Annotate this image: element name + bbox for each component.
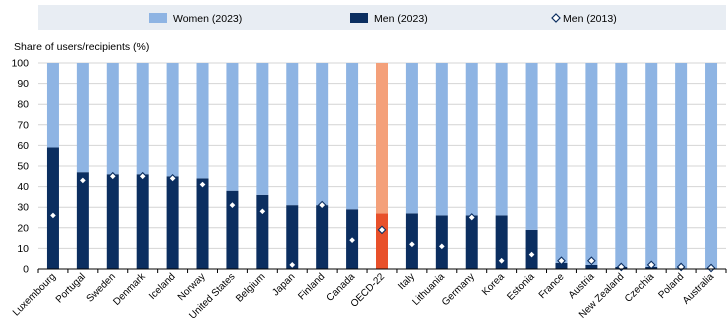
bar-men-2023	[166, 176, 179, 269]
marker-men-2013	[377, 225, 387, 235]
bar-men-2023	[495, 215, 508, 269]
legend-swatch-men-2023	[350, 13, 368, 23]
bar-women-2023	[555, 63, 568, 263]
legend-label-men-2013: Men (2013)	[563, 13, 617, 25]
bar-women-2023	[166, 63, 179, 177]
bar-women-2023	[346, 63, 359, 210]
bar-women-2023	[465, 63, 478, 216]
y-tick-label: 80	[17, 99, 29, 111]
marker-men-2013	[437, 241, 447, 251]
bar-women-2023	[136, 63, 149, 175]
bar-women-2023	[196, 63, 209, 179]
x-tick-label: Portugal	[54, 271, 88, 305]
x-tick-label: Czechia	[623, 271, 657, 305]
x-tick-label: Finland	[296, 271, 327, 302]
x-tick-label: Korea	[480, 271, 507, 298]
y-tick-label: 70	[17, 119, 29, 131]
legend-swatch-women-2023	[149, 13, 167, 23]
bar-women-2023	[106, 63, 119, 175]
y-axis-title: Share of users/recipients (%)	[14, 41, 149, 53]
marker-men-2013	[108, 171, 118, 181]
marker-men-2013	[198, 180, 207, 189]
bar-women-2023	[226, 63, 239, 191]
bar-men-2023	[226, 190, 239, 269]
marker-men-2013	[78, 176, 88, 185]
y-tick-label: 20	[17, 222, 29, 234]
x-tick-label: Belgium	[234, 271, 267, 304]
x-tick-label: Luxembourg	[11, 271, 58, 318]
marker-men-2013	[706, 263, 716, 273]
y-tick-label: 30	[17, 202, 29, 214]
bar-women-2023	[435, 63, 448, 216]
marker-men-2013	[527, 250, 536, 259]
y-tick-label: 0	[23, 264, 29, 276]
bar-women-2023	[46, 63, 59, 148]
legend-label-women-2023: Women (2023)	[173, 13, 242, 25]
marker-men-2013	[228, 200, 237, 210]
bar-men-2023	[376, 213, 388, 269]
x-tick-label: Estonia	[505, 271, 537, 303]
bar-men-2023	[256, 194, 269, 269]
marker-men-2013	[347, 235, 357, 245]
bar-women-2023	[286, 63, 299, 206]
bar-men-2023	[465, 215, 478, 269]
x-tick-label: Denmark	[111, 271, 148, 308]
bar-men-2023	[46, 147, 59, 269]
y-tick-label: 60	[17, 140, 29, 152]
legend: Women (2023) Men (2023) Men (2013)	[149, 13, 617, 25]
bar-women-2023	[495, 63, 508, 216]
y-tick-label: 40	[17, 181, 29, 193]
marker-men-2013	[287, 260, 297, 270]
bar-men-2023	[555, 262, 568, 269]
y-tick-label: 10	[17, 243, 29, 255]
marker-men-2013	[587, 256, 596, 266]
bar-women-2023	[376, 63, 388, 214]
x-tick-label: Iceland	[147, 271, 178, 302]
x-tick-label: Japan	[270, 271, 297, 298]
bar-women-2023	[525, 63, 538, 230]
x-tick-label: Italy	[396, 271, 417, 292]
legend-marker-men-2013	[551, 13, 561, 23]
x-tick-label: Australia	[681, 271, 717, 307]
marker-men-2013	[557, 256, 566, 266]
y-tick-label: 90	[17, 78, 29, 90]
bar-women-2023	[645, 63, 658, 267]
marker-men-2013	[317, 200, 327, 210]
bar-women-2023	[675, 63, 688, 269]
bar-men-2023	[525, 229, 538, 269]
marker-men-2013	[497, 256, 507, 266]
bar-men-2023	[196, 178, 209, 269]
marker-men-2013	[407, 239, 417, 249]
bar-men-2023	[585, 264, 598, 269]
bar-women-2023	[705, 63, 718, 269]
marker-men-2013	[48, 211, 58, 220]
legend-label-men-2023: Men (2023)	[374, 13, 428, 25]
y-tick-label: 50	[17, 161, 29, 173]
bar-men-2023	[286, 205, 299, 269]
y-axis-ticks: 0 10 20 30 40 50 60 70 80 90 100	[11, 58, 29, 276]
y-tick-label: 100	[11, 58, 29, 70]
marker-men-2013	[138, 171, 148, 181]
bar-women-2023	[585, 63, 598, 265]
bar-men-2023	[76, 172, 89, 269]
bar-women-2023	[256, 63, 269, 195]
x-tick-label: Germany	[440, 271, 477, 308]
marker-men-2013	[168, 173, 177, 183]
x-tick-label: France	[537, 271, 567, 301]
bar-men-2023	[106, 174, 119, 269]
bar-women-2023	[316, 63, 329, 206]
marker-men-2013	[646, 260, 656, 270]
bars	[46, 63, 718, 269]
marker-men-2013	[257, 206, 267, 216]
marker-men-2013	[467, 213, 477, 222]
bar-women-2023	[76, 63, 89, 173]
bar-men-2023	[136, 174, 149, 269]
bar-women-2023	[405, 63, 418, 214]
bar-men-2023	[316, 205, 329, 269]
bar-women-2023	[615, 63, 628, 267]
